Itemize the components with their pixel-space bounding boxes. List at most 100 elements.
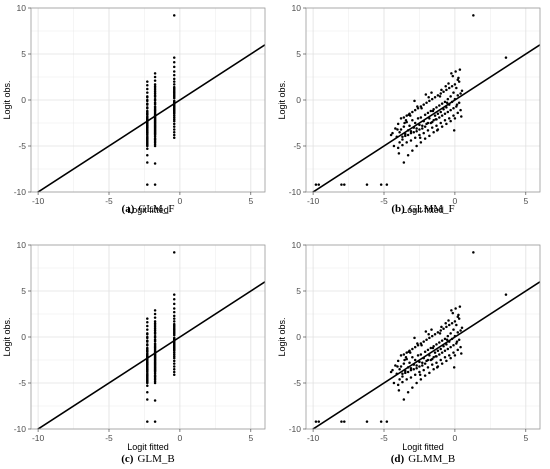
data-point [457, 313, 460, 317]
data-point [172, 116, 176, 119]
data-point [153, 112, 157, 115]
data-point [458, 68, 462, 71]
data-point [172, 359, 176, 363]
data-point [398, 130, 401, 134]
data-point [172, 56, 176, 59]
data-point [457, 80, 461, 83]
x-tick-label: 0 [453, 196, 458, 206]
data-point [450, 309, 453, 312]
data-point [172, 314, 176, 318]
data-point [457, 317, 461, 320]
data-point [153, 139, 157, 143]
data-point [172, 125, 176, 128]
data-point [146, 336, 149, 340]
data-point [146, 87, 149, 91]
data-point [153, 142, 157, 146]
data-point [404, 118, 408, 122]
data-point [430, 328, 433, 331]
data-point [445, 338, 449, 342]
data-point [445, 88, 448, 92]
data-point [146, 133, 149, 136]
data-point [472, 251, 475, 254]
data-point [443, 349, 447, 353]
data-point [172, 362, 176, 365]
x-tick-label: -5 [105, 196, 113, 206]
data-point [421, 361, 424, 365]
data-point [153, 183, 157, 186]
data-point [172, 373, 176, 376]
data-point [153, 130, 157, 134]
x-tick-label: -10 [32, 196, 45, 206]
data-point [153, 123, 157, 127]
y-axis-label: Logit obs. [277, 317, 287, 356]
data-point [153, 144, 157, 148]
data-point [423, 350, 427, 353]
data-point [418, 370, 421, 374]
data-point [146, 420, 149, 423]
data-point [402, 161, 406, 164]
data-point [153, 329, 157, 332]
y-tick-label: 5 [21, 286, 26, 296]
data-point [435, 106, 438, 109]
caption-letter: (d) [391, 453, 405, 465]
data-point [429, 358, 433, 362]
data-point [172, 251, 176, 254]
data-point [153, 90, 157, 93]
x-tick-label: 5 [248, 433, 253, 443]
x-tick-label: 5 [523, 433, 528, 443]
data-point [443, 112, 447, 116]
data-point [457, 76, 460, 80]
data-point [153, 109, 157, 112]
data-point [396, 359, 400, 363]
data-point [146, 116, 149, 120]
data-point [172, 327, 176, 330]
data-point [422, 103, 425, 106]
data-points [314, 251, 508, 423]
data-point [172, 111, 176, 115]
x-tick-label: -10 [307, 433, 320, 443]
data-point [399, 128, 403, 131]
data-point [153, 84, 157, 88]
data-point [411, 347, 414, 351]
data-point [146, 378, 149, 382]
data-point [436, 94, 440, 97]
data-point [456, 331, 459, 334]
data-point [458, 305, 462, 308]
data-point [472, 14, 475, 17]
data-point [391, 368, 394, 372]
data-point [424, 93, 428, 96]
y-tick-label: 0 [21, 95, 26, 105]
data-point [443, 118, 447, 122]
data-point [455, 86, 458, 90]
data-point [431, 346, 435, 350]
data-point [403, 121, 406, 125]
data-point [460, 115, 463, 118]
y-tick-label: 10 [292, 3, 302, 13]
x-tick-label: 0 [178, 433, 183, 443]
data-point [446, 97, 450, 101]
caption-name: GLM_F [138, 203, 174, 215]
data-point [435, 361, 438, 365]
data-point [153, 366, 157, 369]
data-point [440, 125, 444, 128]
y-tick-label: -10 [289, 187, 302, 197]
data-point [146, 332, 149, 336]
data-point [172, 130, 176, 134]
data-point [392, 381, 396, 385]
data-point [172, 324, 176, 327]
data-point [340, 420, 343, 423]
y-tick-label: -10 [14, 187, 27, 197]
data-point [440, 339, 444, 342]
data-point [432, 367, 435, 371]
data-point [365, 420, 369, 423]
data-point [153, 349, 157, 352]
data-point [459, 329, 462, 332]
data-point [439, 347, 442, 351]
data-point [445, 325, 448, 329]
data-point [408, 114, 412, 117]
data-point [153, 119, 157, 123]
data-point [446, 334, 450, 338]
data-point [451, 74, 455, 78]
data-point [449, 345, 452, 349]
data-point [445, 359, 448, 363]
